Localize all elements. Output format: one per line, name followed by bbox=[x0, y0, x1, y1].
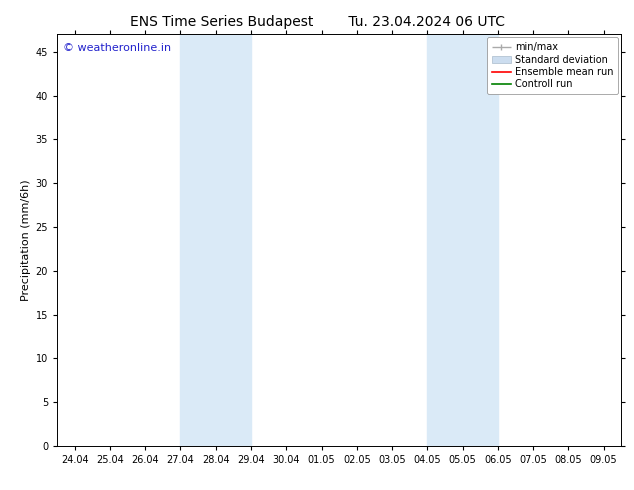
Y-axis label: Precipitation (mm/6h): Precipitation (mm/6h) bbox=[22, 179, 31, 301]
Legend: min/max, Standard deviation, Ensemble mean run, Controll run: min/max, Standard deviation, Ensemble me… bbox=[487, 37, 618, 94]
Bar bbox=[181, 34, 251, 446]
Bar bbox=[427, 34, 498, 446]
Text: ENS Time Series Budapest        Tu. 23.04.2024 06 UTC: ENS Time Series Budapest Tu. 23.04.2024 … bbox=[129, 15, 505, 29]
Text: © weatheronline.in: © weatheronline.in bbox=[63, 43, 171, 52]
